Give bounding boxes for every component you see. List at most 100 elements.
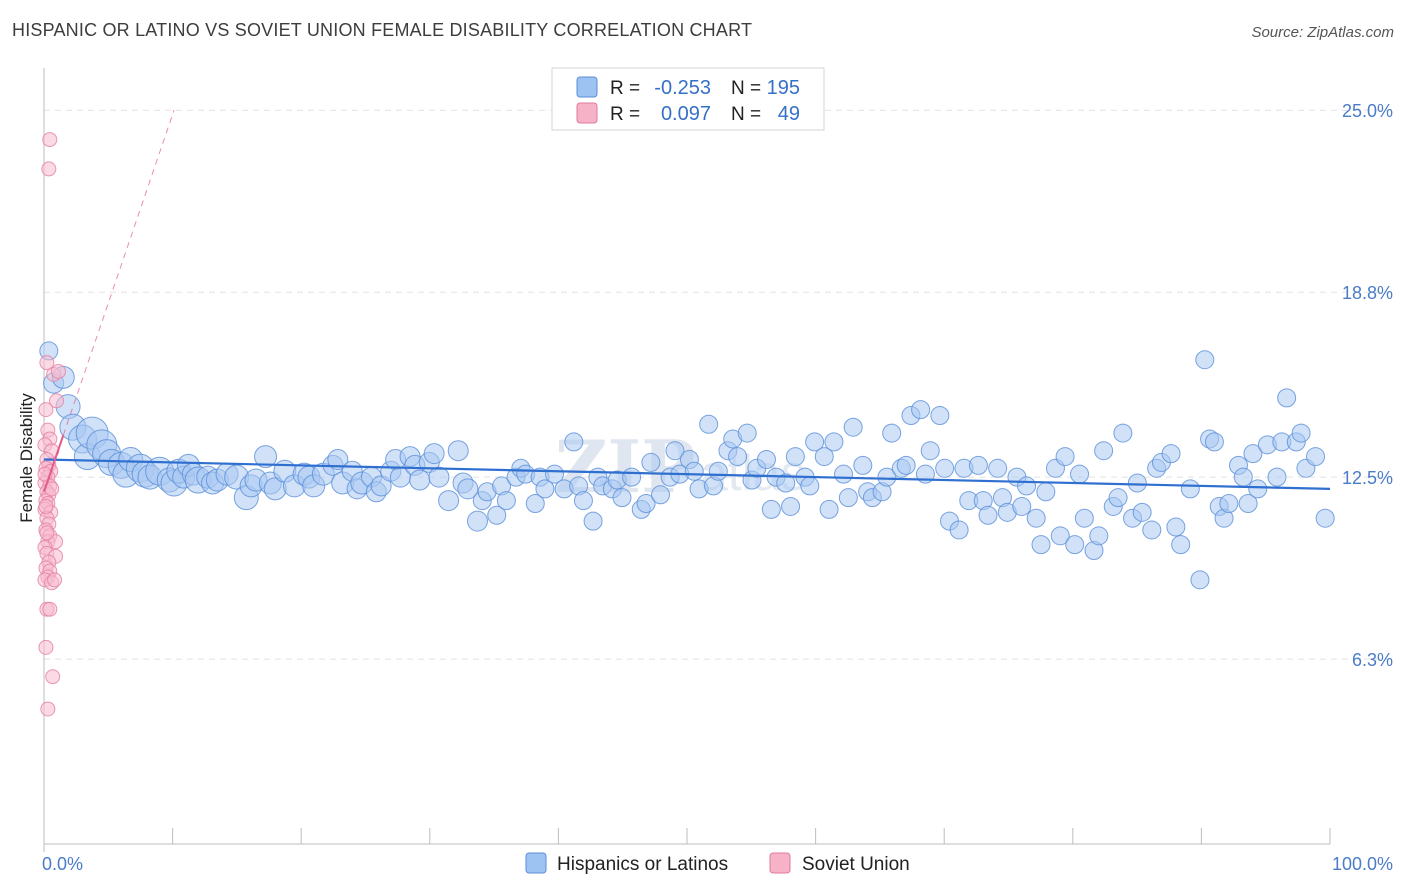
data-point [496,491,516,511]
data-point [428,466,450,488]
data-point [409,469,431,491]
data-point [1142,520,1162,540]
bottom-legend: Hispanics or Latinos Soviet Union [525,852,910,875]
data-point [622,467,642,487]
data-point [41,161,57,177]
data-point [50,363,66,379]
data-point [737,423,757,443]
data-point [42,132,58,148]
data-point [1171,535,1191,555]
data-point [49,393,65,409]
data-point [457,478,479,500]
data-point [1195,350,1215,370]
data-point [877,467,897,487]
y-tick-label: 12.5% [1342,468,1393,488]
legend-r-value-hispanic: -0.253 [654,77,711,99]
data-point [699,414,719,434]
data-point [1315,508,1335,528]
data-point [1108,488,1128,508]
data-point [988,458,1008,478]
data-point [805,432,825,452]
data-point [641,452,661,472]
data-point [487,505,507,525]
data-point [535,479,555,499]
data-point [423,443,445,465]
data-point [1094,441,1114,461]
data-point [370,475,392,497]
data-point [882,423,902,443]
source-label: Source: ZipAtlas.com [1251,24,1394,41]
data-point [1127,473,1147,493]
data-point [573,491,593,511]
series-soviet-points [37,132,66,717]
data-point [39,355,55,371]
data-point [843,417,863,437]
data-point [756,450,776,469]
data-point [45,669,61,685]
data-point [819,499,839,519]
data-point [1070,464,1090,484]
data-point [920,441,940,461]
trend-line-hispanic [43,458,1331,490]
legend-n-value-hispanic: 195 [767,77,800,99]
data-point [665,441,685,461]
data-point [1277,388,1297,408]
x-tick-label-min: 0.0% [42,854,83,874]
data-point [1012,496,1032,516]
y-tick-labels: 6.3% 12.5% 18.8% 25.0% [1342,101,1393,670]
data-point [651,485,671,505]
chart-title: HISPANIC OR LATINO VS SOVIET UNION FEMAL… [12,20,753,40]
data-point [564,432,584,452]
data-point [545,464,565,484]
data-point [1243,444,1263,464]
data-point [1267,467,1287,487]
data-point [1050,526,1070,546]
data-point [38,402,54,418]
data-point [583,511,603,531]
data-point [1238,494,1258,514]
y-tick-label: 18.8% [1342,283,1393,303]
bottom-legend-swatch-soviet [769,852,791,874]
data-point [1017,476,1037,496]
data-point [935,458,955,478]
data-point [1204,432,1224,452]
data-point [781,496,801,516]
data-point [42,601,58,617]
data-point [38,639,54,655]
x-tick-label-max: 100.0% [1332,854,1393,874]
data-point [728,447,748,467]
legend-swatch-hispanic [576,76,598,98]
data-point [1190,570,1210,590]
data-point [930,405,950,425]
data-point [1306,447,1326,467]
data-point [1161,444,1181,464]
series-hispanics-points [39,341,1335,590]
data-point [800,476,820,496]
data-point [761,499,781,519]
y-tick-label: 6.3% [1352,650,1393,670]
data-point [1180,479,1200,499]
legend-r-label: R = [610,104,640,125]
data-point [1132,502,1152,522]
data-point [785,447,805,467]
data-point [254,445,278,469]
data-point [968,455,988,475]
legend-r-value-soviet: 0.097 [661,103,711,125]
data-point [1074,508,1094,528]
data-point [1166,517,1186,537]
data-point [447,440,469,462]
data-point [38,498,54,514]
data-point [1065,535,1085,555]
data-point [327,449,349,470]
data-point [1089,526,1109,546]
data-point [814,447,834,467]
legend-n-label: N = [731,104,761,125]
data-point [1113,423,1133,443]
data-point [776,473,796,493]
trend-line-soviet [43,434,65,493]
bottom-legend-label-soviet: Soviet Union [802,854,910,875]
data-point [824,432,844,452]
data-point [853,455,873,475]
trend-line-soviet-extension [62,110,175,436]
